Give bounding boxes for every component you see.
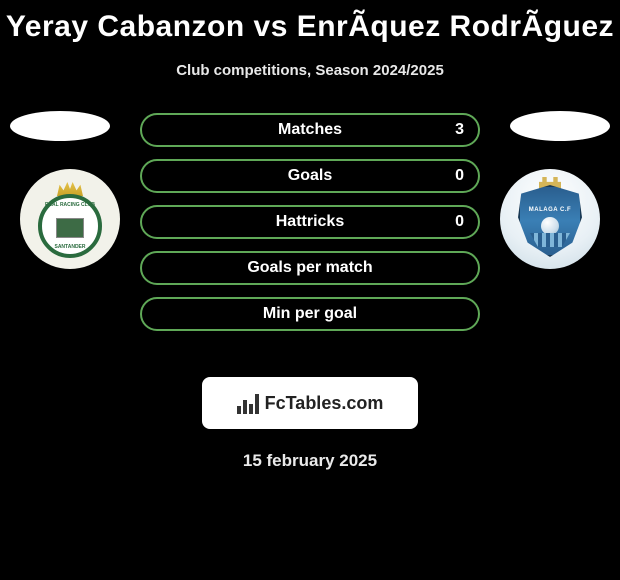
stat-row-min-per-goal: Min per goal xyxy=(140,297,480,331)
stat-row-matches: Matches 3 xyxy=(140,113,480,147)
club-badge-racing: REAL RACING CLUB SANTANDER xyxy=(35,184,105,254)
club-badge-malaga: MALAGA C.F xyxy=(514,179,586,259)
stat-label: Goals per match xyxy=(247,259,372,277)
watermark: FcTables.com xyxy=(202,377,418,429)
shield-stripes xyxy=(530,233,570,247)
stat-label: Min per goal xyxy=(263,305,357,323)
club-logo-left: REAL RACING CLUB SANTANDER xyxy=(20,169,120,269)
stats-column: Matches 3 Goals 0 Hattricks 0 Goals per … xyxy=(140,113,480,343)
shield-text: MALAGA C.F xyxy=(529,207,571,213)
stat-right-value: 0 xyxy=(455,213,464,231)
stat-right-value: 0 xyxy=(455,167,464,185)
stat-right-value: 3 xyxy=(455,121,464,139)
badge-ring: REAL RACING CLUB SANTANDER xyxy=(38,194,102,258)
club-logo-right: MALAGA C.F xyxy=(500,169,600,269)
stat-row-goals: Goals 0 xyxy=(140,159,480,193)
comparison-body: REAL RACING CLUB SANTANDER MALAGA C.F Ma… xyxy=(0,109,620,359)
stat-label: Hattricks xyxy=(276,213,344,231)
stat-row-hattricks: Hattricks 0 xyxy=(140,205,480,239)
comparison-subtitle: Club competitions, Season 2024/2025 xyxy=(0,62,620,79)
player-left-slot xyxy=(10,111,110,141)
stat-row-goals-per-match: Goals per match xyxy=(140,251,480,285)
ball-icon xyxy=(541,217,559,235)
badge-shield: MALAGA C.F xyxy=(518,185,582,257)
badge-text-top: REAL RACING CLUB xyxy=(45,202,95,208)
comparison-title: Yeray Cabanzon vs EnrÃ­quez RodrÃ­guez xyxy=(0,0,620,44)
stat-label: Goals xyxy=(288,167,332,185)
bar-chart-icon xyxy=(237,392,259,414)
badge-text-bottom: SANTANDER xyxy=(54,244,85,250)
player-right-slot xyxy=(510,111,610,141)
date-label: 15 february 2025 xyxy=(0,451,620,471)
badge-flag xyxy=(56,218,84,238)
stat-label: Matches xyxy=(278,121,342,139)
watermark-text: FcTables.com xyxy=(265,393,384,414)
